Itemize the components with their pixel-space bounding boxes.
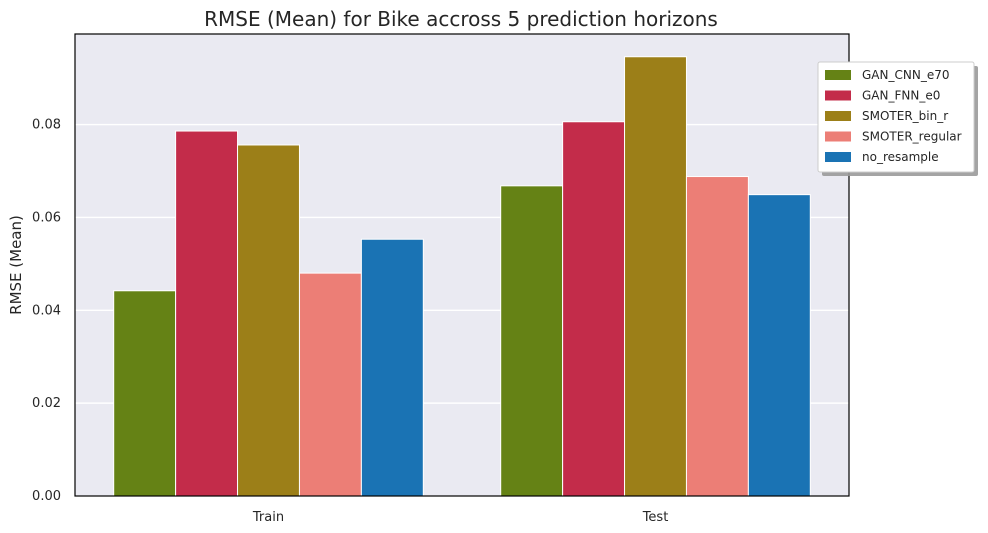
bar-GAN_FNN_e0-Test [562, 121, 626, 497]
legend-swatch [825, 111, 851, 121]
bar-SMOTER_regular-Train [298, 272, 362, 497]
y-tick-label: 0.06 [32, 210, 61, 225]
legend-label: SMOTER_regular [862, 130, 962, 144]
chart-title: RMSE (Mean) for Bike accross 5 predictio… [204, 7, 718, 31]
x-tick-labels: Train Test [252, 510, 668, 525]
bars [113, 56, 811, 497]
y-tick-label: 0.02 [32, 396, 61, 411]
y-tick-label: 0.08 [32, 118, 61, 133]
y-tick-labels: 0.00 0.02 0.04 0.06 0.08 [32, 118, 61, 504]
x-tick-label: Test [642, 510, 669, 525]
y-tick-label: 0.00 [32, 489, 61, 504]
bar-SMOTER_bin_r-Train [237, 144, 300, 497]
y-tick-label: 0.04 [32, 303, 61, 318]
legend-swatch [825, 90, 851, 101]
legend-items: GAN_CNN_e70 GAN_FNN_e0 SMOTER_bin_r SMOTER_… [825, 68, 962, 164]
legend-label: SMOTER_bin_r [862, 109, 948, 123]
y-axis-label: RMSE (Mean) [7, 215, 25, 315]
legend-label: GAN_CNN_e70 [862, 68, 949, 82]
bar-no_resample-Train [360, 238, 424, 497]
legend-swatch [825, 70, 851, 80]
legend-swatch [825, 152, 851, 162]
legend-label: GAN_FNN_e0 [862, 89, 940, 103]
legend: GAN_CNN_e70 GAN_FNN_e0 SMOTER_bin_r SMOTER_… [817, 61, 978, 176]
bar-SMOTER_regular-Test [685, 176, 749, 497]
legend-swatch [825, 131, 851, 142]
bar-SMOTER_bin_r-Test [624, 56, 687, 497]
plot-frame [74, 33, 850, 497]
x-tick-label: Train [252, 510, 284, 525]
legend-label: no_resample [862, 150, 939, 164]
bar-GAN_FNN_e0-Train [175, 130, 239, 497]
legend-box [817, 61, 975, 173]
bar-no_resample-Test [747, 194, 811, 497]
bar-GAN_CNN_e70-Test [500, 185, 564, 497]
bar-GAN_CNN_e70-Train [113, 290, 177, 497]
